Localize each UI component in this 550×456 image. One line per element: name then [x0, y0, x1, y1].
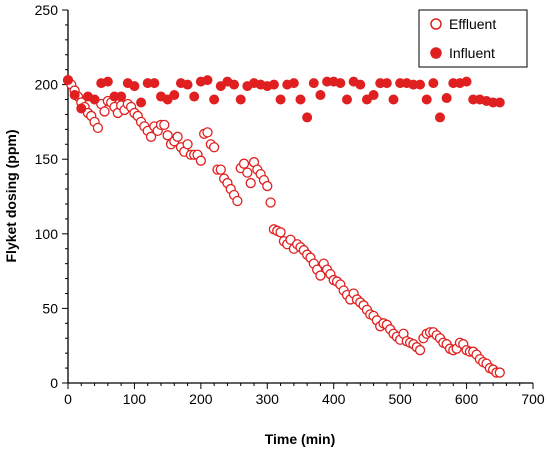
axes [67, 10, 533, 384]
y-tick-label: 100 [35, 226, 59, 242]
influent-point [275, 94, 286, 105]
x-tick-label: 300 [256, 391, 280, 407]
effluent-point [245, 177, 256, 189]
influent-point [435, 112, 445, 123]
influent-point [189, 91, 200, 102]
influent-point [335, 78, 346, 89]
influent-point [202, 75, 213, 86]
x-tick-label: 400 [322, 391, 346, 407]
x-tick-label: 200 [189, 391, 213, 407]
effluent-point [262, 180, 273, 192]
legend-influent-label: Influent [449, 45, 495, 61]
effluent-point [195, 155, 207, 166]
y-tick-label: 250 [35, 2, 59, 18]
influent-point [89, 94, 100, 105]
effluent-point [315, 270, 326, 281]
x-axis-title: Time (min) [265, 431, 336, 447]
influent-point [355, 79, 366, 90]
effluent-point [208, 142, 220, 153]
legend-effluent-label: Effluent [449, 16, 496, 32]
influent-point [494, 97, 505, 108]
effluent-point [182, 139, 193, 150]
y-tick-label: 0 [50, 375, 58, 391]
effluent-point [162, 130, 173, 141]
effluent-point [265, 197, 276, 208]
x-tick-label: 600 [455, 391, 479, 407]
influent-point [308, 78, 319, 89]
influent-point [182, 79, 193, 90]
influent-point [149, 78, 160, 89]
ticks [62, 9, 534, 389]
influent-point [229, 79, 240, 90]
effluent-point [172, 131, 183, 142]
influent-point [295, 94, 306, 105]
y-axis-title: Flyket dosing (ppm) [3, 130, 19, 263]
effluent-point [202, 127, 213, 138]
y-tick-label: 150 [35, 151, 59, 167]
series-effluent [62, 74, 505, 378]
influent-point [268, 79, 279, 90]
legend-influent-marker [430, 47, 442, 59]
y-tick-label: 200 [35, 77, 59, 93]
influent-point [315, 90, 326, 101]
influent-point [428, 78, 439, 89]
influent-point [342, 94, 352, 105]
influent-point [129, 81, 140, 92]
influent-point [69, 90, 80, 101]
influent-point [288, 78, 299, 89]
influent-point [441, 93, 452, 104]
x-tick-label: 500 [388, 391, 412, 407]
tick-labels: 0 100 200 300 400 500 600 700 0 50 100 150 200 250 [35, 2, 545, 407]
influent-point [63, 75, 73, 86]
influent-point [381, 78, 392, 89]
influent-point [421, 94, 432, 105]
influent-point [169, 90, 180, 101]
influent-point [136, 97, 147, 108]
influent-point [388, 94, 399, 105]
series-influent [63, 75, 505, 123]
influent-point [209, 94, 220, 105]
x-tick-label: 0 [64, 391, 72, 407]
effluent-point [159, 119, 170, 131]
influent-point [76, 103, 87, 114]
y-tick-label: 50 [42, 300, 58, 316]
effluent-point [275, 227, 286, 238]
influent-point [116, 91, 127, 102]
effluent-point [232, 195, 243, 207]
x-tick-label: 100 [123, 391, 147, 407]
influent-point [235, 94, 246, 105]
influent-point [302, 112, 313, 123]
influent-point [461, 76, 472, 87]
effluent-point [99, 106, 110, 117]
effluent-point [414, 345, 426, 356]
legend: Effluent Influent [418, 9, 528, 68]
influent-point [102, 76, 113, 87]
x-tick-label: 700 [521, 391, 545, 407]
influent-point [415, 79, 426, 90]
effluent-point [242, 167, 253, 178]
effluent-point [92, 122, 104, 134]
legend-effluent-marker [430, 18, 442, 30]
effluent-point [145, 131, 157, 142]
effluent-point [494, 367, 505, 378]
influent-point [368, 90, 379, 101]
effluent-point [238, 158, 250, 169]
effluent-point [215, 164, 226, 175]
